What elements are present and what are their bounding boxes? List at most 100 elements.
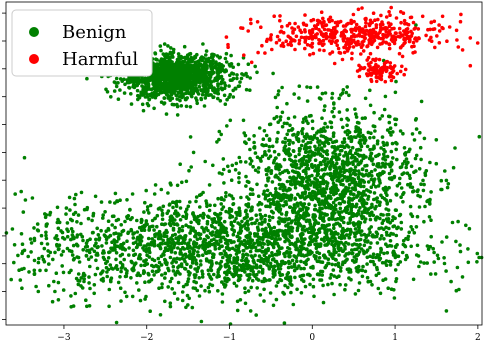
data-point [193, 60, 197, 65]
data-point [297, 96, 301, 100]
data-point [398, 129, 403, 133]
data-point [187, 71, 191, 76]
data-point [187, 84, 192, 89]
data-point [468, 63, 473, 68]
data-point [294, 162, 299, 167]
data-point [168, 202, 172, 206]
data-point [270, 180, 275, 184]
data-point [235, 308, 240, 313]
data-point [206, 214, 210, 219]
data-point [264, 234, 268, 239]
data-point [285, 179, 290, 184]
data-point [444, 235, 449, 239]
data-point [317, 202, 322, 207]
data-point [205, 66, 209, 70]
data-point [95, 226, 99, 231]
data-point [164, 78, 168, 82]
data-point [184, 97, 188, 102]
data-point [241, 118, 246, 123]
data-point [193, 55, 198, 60]
data-point [44, 233, 48, 238]
data-point [341, 159, 345, 164]
data-point [332, 183, 336, 188]
data-point [165, 70, 170, 74]
data-point [322, 144, 327, 148]
data-point [298, 215, 302, 220]
data-point [106, 228, 111, 232]
data-point [181, 284, 186, 289]
data-point [449, 279, 453, 284]
data-point [287, 261, 291, 266]
data-point [208, 203, 212, 208]
data-point [271, 160, 276, 165]
data-point [226, 242, 230, 246]
data-point [200, 92, 205, 97]
data-point [322, 48, 326, 53]
data-point [318, 153, 323, 157]
data-point [361, 153, 366, 158]
data-point [362, 180, 367, 184]
data-point [74, 242, 79, 247]
data-point [127, 253, 131, 257]
data-point [216, 289, 220, 293]
data-point [467, 226, 472, 231]
data-point [48, 212, 52, 217]
data-point [317, 244, 322, 249]
data-point [189, 246, 193, 250]
data-point [195, 288, 200, 293]
data-point [366, 233, 371, 237]
data-point [286, 116, 291, 121]
data-point [323, 129, 327, 133]
data-point [306, 230, 311, 234]
data-point [170, 102, 175, 107]
data-point [357, 281, 362, 285]
data-point [356, 133, 361, 138]
data-point [141, 246, 145, 250]
data-point [199, 263, 203, 267]
data-point [211, 54, 215, 59]
data-point [176, 246, 180, 250]
data-point [188, 265, 193, 269]
data-point [163, 248, 168, 253]
data-point [342, 137, 347, 141]
data-point [363, 217, 368, 221]
data-point [165, 60, 169, 64]
data-point [360, 274, 365, 279]
data-point [324, 224, 328, 229]
data-point [409, 244, 414, 249]
data-point [355, 230, 359, 235]
data-point [337, 274, 341, 279]
data-point [388, 239, 393, 243]
data-point [125, 216, 130, 221]
data-point [175, 57, 180, 62]
data-point [168, 89, 172, 93]
data-point [272, 229, 276, 234]
data-point [305, 163, 310, 168]
data-point [345, 179, 349, 183]
data-point [218, 252, 223, 256]
data-point [88, 237, 92, 241]
data-point [238, 225, 243, 230]
data-point [379, 234, 384, 238]
data-point [358, 141, 363, 146]
data-point [304, 115, 308, 120]
data-point [286, 265, 291, 270]
data-point [60, 264, 64, 268]
data-point [325, 181, 330, 185]
data-point [331, 155, 335, 159]
data-point [346, 242, 351, 246]
data-point [290, 226, 295, 230]
data-point [221, 167, 226, 172]
data-point [330, 217, 335, 221]
data-point [282, 121, 287, 126]
data-point [418, 194, 423, 199]
data-point [330, 242, 334, 246]
data-point [404, 151, 408, 155]
data-point [330, 110, 335, 114]
data-point [316, 163, 321, 168]
data-point [54, 234, 59, 238]
data-point [277, 228, 281, 233]
data-point [253, 221, 257, 225]
data-point [10, 227, 15, 231]
data-point [402, 243, 407, 248]
